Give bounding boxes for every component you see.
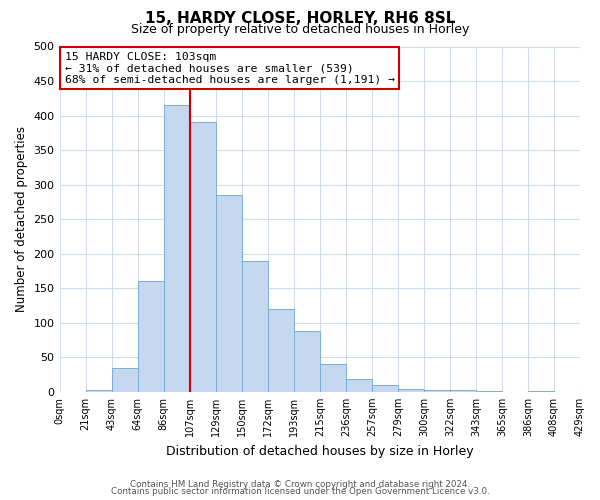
Bar — [294, 331, 320, 392]
Bar — [346, 380, 372, 392]
Bar — [242, 260, 268, 392]
Bar — [215, 195, 242, 392]
Text: Size of property relative to detached houses in Horley: Size of property relative to detached ho… — [131, 22, 469, 36]
Text: 15 HARDY CLOSE: 103sqm
← 31% of detached houses are smaller (539)
68% of semi-de: 15 HARDY CLOSE: 103sqm ← 31% of detached… — [65, 52, 395, 85]
Bar — [528, 391, 554, 392]
Text: Contains public sector information licensed under the Open Government Licence v3: Contains public sector information licen… — [110, 487, 490, 496]
Bar — [424, 390, 450, 392]
Bar — [372, 385, 398, 392]
Bar — [86, 390, 112, 392]
Bar — [137, 282, 164, 392]
Bar — [268, 309, 294, 392]
Bar — [112, 368, 137, 392]
Text: Contains HM Land Registry data © Crown copyright and database right 2024.: Contains HM Land Registry data © Crown c… — [130, 480, 470, 489]
Bar — [398, 389, 424, 392]
Y-axis label: Number of detached properties: Number of detached properties — [15, 126, 28, 312]
Bar — [320, 364, 346, 392]
Bar — [164, 105, 190, 392]
Bar — [450, 390, 476, 392]
X-axis label: Distribution of detached houses by size in Horley: Distribution of detached houses by size … — [166, 444, 473, 458]
Text: 15, HARDY CLOSE, HORLEY, RH6 8SL: 15, HARDY CLOSE, HORLEY, RH6 8SL — [145, 11, 455, 26]
Bar — [190, 122, 215, 392]
Bar — [476, 391, 502, 392]
